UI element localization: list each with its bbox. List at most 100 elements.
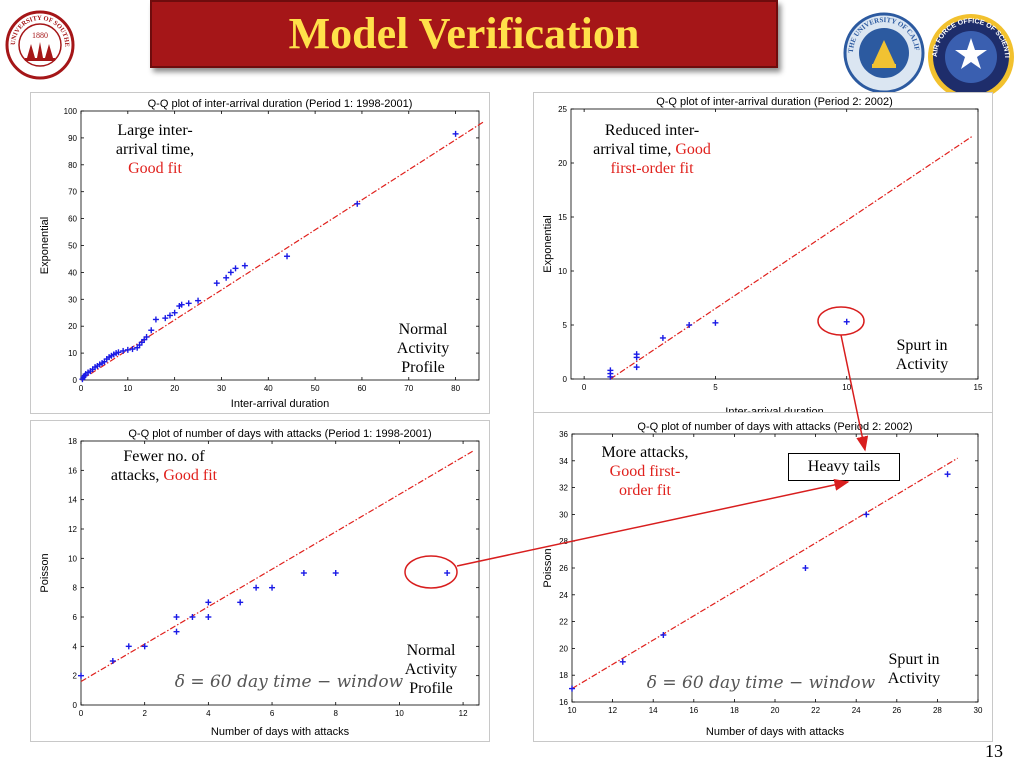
- x-tick-label: 70: [404, 384, 413, 393]
- x-tick-label: 30: [974, 706, 983, 715]
- x-tick-label: 20: [771, 706, 780, 715]
- y-tick-label: 12: [68, 525, 77, 534]
- x-axis-label: Number of days with attacks: [706, 726, 845, 738]
- data-point: [213, 280, 220, 287]
- y-tick-label: 10: [68, 349, 77, 358]
- y-axis-label: Poisson: [39, 553, 51, 592]
- x-tick-label: 60: [357, 384, 366, 393]
- x-tick-label: 30: [217, 384, 226, 393]
- x-tick-label: 10: [123, 384, 132, 393]
- annotation-line: Spurt in: [888, 651, 940, 668]
- data-point: [354, 200, 361, 207]
- y-tick-label: 20: [559, 644, 568, 653]
- y-tick-label: 24: [559, 591, 568, 600]
- x-tick-label: 6: [270, 709, 275, 718]
- data-point: [253, 584, 260, 591]
- reference-fit-line: [80, 121, 485, 381]
- y-tick-label: 2: [73, 672, 78, 681]
- x-tick-label: 0: [582, 383, 587, 392]
- x-tick-label: 28: [933, 706, 942, 715]
- afosr-seal-logo: AIR FORCE OFFICE OF SCIENTIFIC RESEARCH: [926, 12, 1014, 100]
- x-tick-label: 0: [79, 709, 84, 718]
- x-tick-label: 80: [451, 384, 460, 393]
- data-point: [173, 628, 180, 635]
- y-tick-label: 14: [68, 496, 77, 505]
- y-tick-label: 6: [73, 613, 78, 622]
- x-tick-label: 12: [459, 709, 468, 718]
- usc-seal-logo: UNIVERSITY OF SOUTHERN 1880: [5, 10, 75, 80]
- x-tick-label: 15: [974, 383, 983, 392]
- annotation-good: Good: [675, 141, 711, 158]
- data-point: [195, 297, 202, 304]
- data-point: [633, 364, 640, 371]
- annotation-line: attacks,: [110, 467, 164, 484]
- y-tick-label: 25: [558, 105, 567, 114]
- x-tick-label: 8: [333, 709, 338, 718]
- x-tick-label: 4: [206, 709, 211, 718]
- annotation-line: Profile: [409, 680, 453, 697]
- usc-logo-year: 1880: [32, 31, 48, 40]
- annotation-line: Activity: [887, 670, 941, 687]
- y-tick-label: 0: [563, 375, 568, 384]
- x-tick-label: 2: [142, 709, 147, 718]
- data-point: [178, 301, 185, 308]
- time-window-formula: δ = 60 day time − window: [647, 673, 876, 693]
- y-tick-label: 10: [68, 554, 77, 563]
- time-window-formula: δ = 60 day time − window: [175, 672, 404, 692]
- y-tick-label: 30: [68, 295, 77, 304]
- annotation-spurt-1: Spurt in Activity: [880, 336, 964, 374]
- data-point: [452, 130, 459, 137]
- x-tick-label: 20: [170, 384, 179, 393]
- x-tick-label: 24: [852, 706, 861, 715]
- chart-panel-2: Q-Q plot of inter-arrival duration (Peri…: [533, 92, 993, 422]
- y-tick-label: 40: [68, 268, 77, 277]
- annotation-first-order-fit: first-order fit: [610, 160, 694, 177]
- data-point: [166, 312, 173, 319]
- data-point: [173, 614, 180, 620]
- annotation-normal-profile-2: Normal Activity Profile: [391, 641, 471, 698]
- qq-plot-interarrival-period1: Q-Q plot of inter-arrival duration (Peri…: [39, 98, 485, 410]
- y-tick-label: 80: [68, 161, 77, 170]
- x-tick-label: 22: [811, 706, 820, 715]
- data-point: [863, 511, 870, 518]
- plot-area: [570, 108, 979, 380]
- annotation-spurt-2: Spurt in Activity: [872, 650, 956, 688]
- annotation-line: Activity: [404, 661, 458, 678]
- data-point: [162, 315, 169, 322]
- data-point: [660, 632, 667, 638]
- x-tick-label: 0: [79, 384, 84, 393]
- annotation-more-attacks: More attacks, Good first- order fit: [585, 443, 705, 500]
- annotation-fewer-attacks: Fewer no. of attacks, Good fit: [86, 447, 242, 485]
- annotation-line: arrival time,: [593, 141, 676, 158]
- data-point: [205, 614, 212, 620]
- data-point: [284, 253, 291, 260]
- y-tick-label: 20: [68, 322, 77, 331]
- annotation-large-interarrival: Large inter- arrival time, Good fit: [95, 121, 215, 178]
- qq-plot-attack-days-period1: Q-Q plot of number of days with attacks …: [39, 428, 480, 738]
- data-point: [152, 316, 159, 323]
- data-point: [944, 471, 951, 478]
- data-point: [232, 265, 239, 272]
- annotation-line: Profile: [401, 359, 445, 376]
- y-tick-label: 4: [73, 642, 78, 651]
- heavy-tails-box: Heavy tails: [788, 453, 900, 481]
- y-tick-label: 15: [558, 213, 567, 222]
- annotation-order-fit: order fit: [619, 482, 671, 499]
- data-point: [115, 349, 122, 356]
- y-tick-label: 16: [559, 698, 568, 707]
- annotation-line: Reduced inter-: [604, 122, 700, 139]
- y-tick-label: 22: [559, 618, 568, 627]
- data-point: [569, 685, 575, 692]
- data-point: [129, 346, 136, 353]
- annotation-line: More attacks,: [601, 444, 689, 461]
- annotation-good-fit: Good fit: [163, 467, 218, 484]
- chart-panel-4: Q-Q plot of number of days with attacks …: [533, 412, 993, 742]
- reference-fit-line: [610, 135, 974, 380]
- data-point: [148, 327, 155, 334]
- data-point: [124, 346, 131, 353]
- y-tick-label: 50: [68, 242, 77, 251]
- annotation-line: Spurt in: [896, 337, 948, 354]
- y-axis-label: Poisson: [542, 548, 554, 587]
- annotation-good-first: Good first-: [609, 463, 681, 480]
- reference-fit-line: [80, 450, 473, 683]
